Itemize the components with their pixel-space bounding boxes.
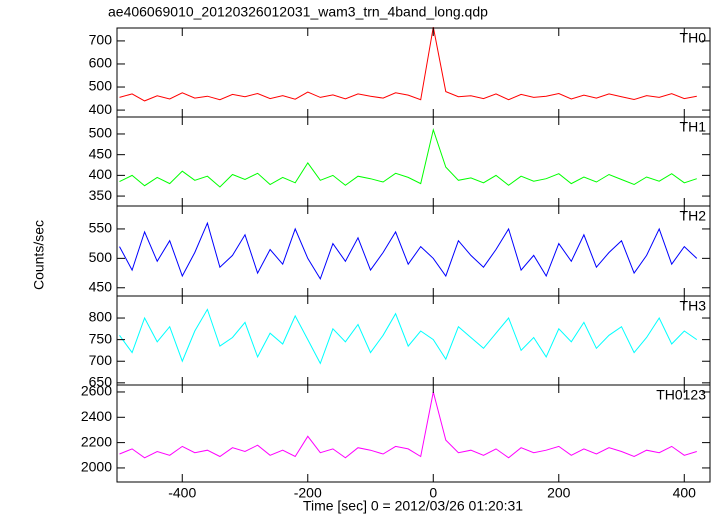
y-tick-label: 350 [89, 187, 113, 203]
x-tick-label: 0 [429, 485, 437, 501]
panel-label: TH0123 [656, 387, 706, 403]
y-tick-label: 500 [89, 125, 113, 141]
chart-title: ae406069010_20120326012031_wam3_trn_4ban… [108, 4, 488, 20]
y-tick-label: 400 [89, 101, 113, 117]
x-tick-label: 200 [547, 485, 571, 501]
x-tick-label: -200 [294, 485, 322, 501]
light-curve [119, 391, 697, 459]
y-tick-label: 800 [89, 309, 113, 325]
panel-label: TH1 [680, 119, 707, 135]
x-tick-label: -400 [168, 485, 196, 501]
panel-frame [116, 116, 711, 207]
panel-label: TH3 [680, 298, 707, 314]
panel-label: TH2 [680, 208, 707, 224]
light-curve [119, 127, 697, 188]
x-tick-label: 400 [673, 485, 697, 501]
y-tick-label: 700 [89, 352, 113, 368]
y-tick-label: 400 [89, 166, 113, 182]
y-tick-label: 2600 [81, 383, 112, 399]
panel-frame [116, 205, 711, 297]
panel-frame [116, 295, 711, 386]
panel-frame [116, 384, 711, 483]
panel-frame [116, 27, 711, 118]
light-curve [119, 27, 697, 102]
y-tick-label: 700 [89, 32, 113, 48]
x-axis-label: Time [sec] 0 = 2012/03/26 01:20:31 [303, 498, 523, 514]
light-curve [119, 221, 698, 281]
light-curve [119, 308, 698, 365]
y-tick-label: 450 [89, 145, 113, 161]
y-tick-label: 500 [89, 78, 113, 94]
y-tick-label: 600 [89, 55, 113, 71]
y-tick-label: 750 [89, 330, 113, 346]
y-tick-label: 450 [89, 278, 113, 294]
y-tick-label: 2200 [81, 433, 112, 449]
y-axis-label: Counts/sec [31, 220, 47, 290]
y-tick-label: 2400 [81, 408, 112, 424]
panel-label: TH0 [680, 30, 707, 46]
y-tick-label: 500 [89, 249, 113, 265]
y-tick-label: 2000 [81, 459, 112, 475]
y-tick-label: 650 [89, 374, 113, 390]
y-tick-label: 550 [89, 220, 113, 236]
